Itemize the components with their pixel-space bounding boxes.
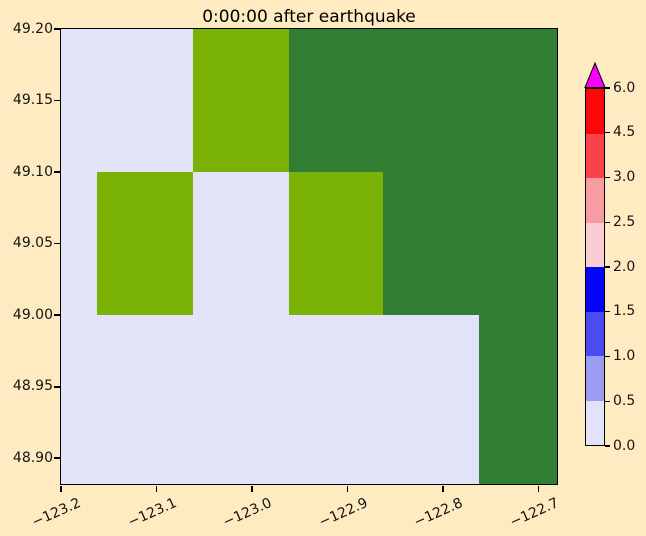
heatmap-cell [478,315,557,484]
y-axis-tick-label: 49.05 [12,235,53,252]
y-tick-mark [54,171,60,173]
x-axis-tick-label-text: −122.9 [316,495,371,531]
colorbar-tick-label: 1.0 [613,348,636,364]
heatmap-cell [478,172,557,315]
heatmap-cell [192,315,289,484]
colorbar-segment [586,400,604,445]
plot-area [60,28,558,485]
heatmap-cell [61,315,97,484]
colorbar-over-arrow-icon [584,62,606,88]
colorbar-tick-label: 4.5 [613,124,636,141]
y-tick-mark [54,386,60,388]
y-axis-tick-label: 48.95 [12,378,53,395]
y-axis-tick-label: 49.20 [12,20,53,37]
y-tick-mark [54,99,60,102]
colorbar-tick-mark [605,266,610,268]
x-axis-tick-label-text: −123.2 [29,495,84,531]
x-axis-tick-label: −122.7 [503,492,561,531]
colorbar-tick-label: 0.5 [613,392,636,409]
colorbar-segment [586,311,604,356]
heatmap-cell [61,172,97,315]
colorbar-tick-label: 6.0 [613,79,636,96]
y-tick-mark [54,242,60,245]
x-axis-tick-label-text: −123.1 [125,495,179,531]
colorbar-segment [586,178,604,223]
y-axis-tick-label: 49.15 [12,92,53,109]
x-axis-tick-label: −123.0 [216,492,275,531]
heatmap-cell [383,29,479,172]
y-axis-tick-label: 48.90 [12,449,53,466]
x-tick-mark [346,486,349,492]
colorbar-tick-label: 3.0 [613,169,636,185]
x-tick-mark [442,486,444,492]
colorbar-tick-mark [605,176,610,179]
heatmap-cell [288,29,384,172]
colorbar-tick-label: 0.0 [613,437,636,454]
chart-title: 0:00:00 after earthquake [202,7,416,27]
heatmap-cell [97,172,193,315]
x-tick-mark [251,486,253,492]
colorbar-tick-mark [605,355,610,358]
colorbar-segment [586,133,604,178]
x-axis-tick-label: −123.1 [121,492,179,531]
x-axis-tick-label: −122.9 [312,492,370,531]
heatmap-cell [192,172,289,315]
colorbar-tick-mark [605,311,610,313]
colorbar-tick-label: 2.5 [613,213,636,230]
heatmap-cell [288,172,384,315]
x-axis-tick-label-text: −123.0 [220,495,275,531]
heatmap-cell [97,315,193,484]
x-axis-tick-label: −123.2 [25,492,84,531]
heatmap-cell [97,29,193,172]
x-tick-mark [537,486,540,492]
x-axis-tick-label-text: −122.7 [507,495,562,531]
heatmap-cell [383,315,479,484]
heatmap-cell [192,29,289,172]
colorbar-tick-mark [605,87,610,89]
x-tick-mark [155,486,158,492]
colorbar-tick-label: 2.0 [613,258,636,275]
heatmap-cell [61,29,97,172]
y-tick-mark [54,314,60,316]
colorbar-segment [586,89,604,134]
colorbar-segment [586,356,604,401]
heatmap-cell [383,172,479,315]
heatmap-cell [288,315,384,484]
y-axis-tick-label: 49.10 [12,163,53,180]
colorbar [585,88,605,446]
x-axis-tick-label-text: −122.8 [411,495,466,531]
heatmap-cell [478,29,557,172]
colorbar-segment [586,267,604,312]
x-tick-mark [60,486,62,492]
y-tick-mark [54,28,60,30]
colorbar-tick-mark [605,400,610,402]
colorbar-tick-label: 1.5 [613,303,636,320]
colorbar-tick-mark [605,221,610,223]
colorbar-segment [586,222,604,267]
colorbar-tick-mark [605,445,610,447]
colorbar-tick-mark [605,132,610,134]
x-axis-tick-label: −122.8 [407,492,466,531]
y-tick-mark [54,457,60,459]
y-axis-tick-label: 49.00 [12,306,53,323]
